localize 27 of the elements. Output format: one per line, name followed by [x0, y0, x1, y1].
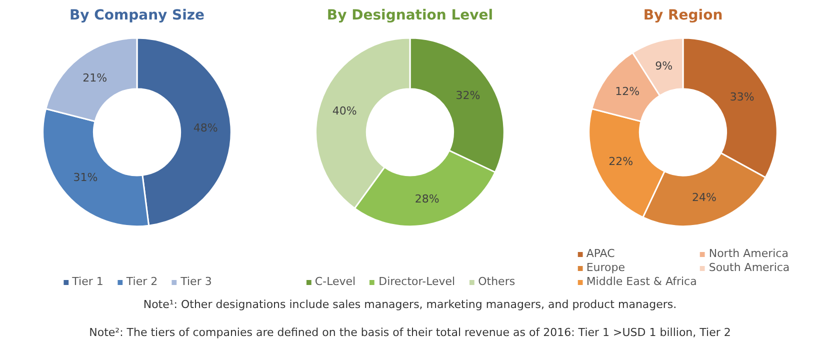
data-label: 33% — [730, 90, 754, 104]
legend-label: Tier 1 — [72, 275, 104, 288]
legend-label: Others — [478, 275, 516, 288]
legend-label: South America — [708, 261, 790, 274]
data-label: 24% — [692, 191, 716, 204]
data-label: 22% — [608, 154, 634, 168]
data-label: 31% — [73, 171, 98, 184]
data-label: 40% — [332, 104, 357, 118]
legend-label: Tier 3 — [180, 275, 212, 288]
chart-title: By Region — [643, 8, 723, 24]
legend-label: Europe — [586, 261, 626, 274]
text: Note²: The tiers of companies are defined on the basis of their total revenue as of 2016: Tier 1 >USD 1 billion, Tier 2 — [89, 326, 731, 339]
legend-label: C-Level — [314, 275, 356, 288]
data-label: 21% — [82, 71, 108, 84]
text: Note¹: Other designations include sales managers, marketing managers, and product managers. — [143, 298, 677, 311]
data-label: 48% — [193, 121, 218, 134]
legend-label: APAC — [586, 247, 615, 260]
data-label: 28% — [414, 192, 440, 206]
legend-label: Middle East & Africa — [586, 275, 697, 288]
chart-title: By Company Size — [69, 8, 205, 24]
chart-title: By Designation Level — [326, 8, 494, 24]
legend-label: North America — [708, 247, 788, 260]
legend-label: Tier 2 — [126, 275, 158, 288]
data-label: 9% — [655, 60, 673, 73]
legend-label: Director-Level — [378, 275, 456, 288]
data-label: 32% — [456, 88, 480, 102]
data-label: 12% — [615, 85, 640, 98]
